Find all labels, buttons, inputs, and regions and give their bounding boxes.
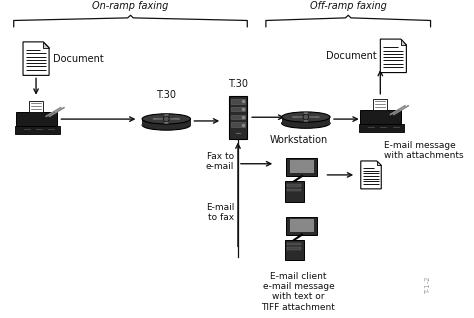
Bar bbox=[231, 107, 245, 111]
Polygon shape bbox=[401, 39, 406, 45]
Bar bbox=[231, 115, 245, 119]
Bar bbox=[286, 158, 317, 176]
Text: E-mail message
with attachments: E-mail message with attachments bbox=[384, 141, 464, 160]
Bar bbox=[286, 217, 317, 235]
Text: Fax to
e-mail: Fax to e-mail bbox=[206, 152, 234, 171]
Bar bbox=[231, 122, 245, 127]
Bar bbox=[287, 247, 301, 250]
Circle shape bbox=[164, 116, 169, 122]
Bar bbox=[287, 189, 301, 191]
Text: E-mail
to fax: E-mail to fax bbox=[206, 203, 234, 222]
Bar bbox=[16, 112, 56, 126]
Text: E-mail client
e-mail message
with text or
TIFF attachment: E-mail client e-mail message with text o… bbox=[262, 272, 336, 312]
Bar bbox=[231, 99, 245, 104]
Polygon shape bbox=[164, 114, 168, 119]
Bar bbox=[290, 218, 314, 232]
Text: On-ramp faxing: On-ramp faxing bbox=[92, 1, 169, 11]
Bar bbox=[373, 99, 387, 110]
Ellipse shape bbox=[142, 120, 191, 130]
Text: Workstation: Workstation bbox=[269, 135, 328, 145]
Polygon shape bbox=[43, 42, 49, 48]
Text: Off-ramp faxing: Off-ramp faxing bbox=[310, 1, 387, 11]
Polygon shape bbox=[306, 116, 319, 118]
Polygon shape bbox=[164, 119, 168, 123]
Text: T.30: T.30 bbox=[228, 79, 248, 89]
Text: T.30: T.30 bbox=[156, 91, 176, 100]
Bar bbox=[287, 243, 301, 245]
Bar bbox=[284, 181, 304, 202]
Polygon shape bbox=[23, 42, 49, 75]
Circle shape bbox=[303, 114, 309, 120]
Polygon shape bbox=[377, 161, 381, 165]
Ellipse shape bbox=[142, 114, 191, 124]
Bar bbox=[282, 116, 330, 124]
Polygon shape bbox=[361, 161, 381, 189]
Bar bbox=[359, 124, 404, 132]
Polygon shape bbox=[292, 116, 306, 118]
Text: Document: Document bbox=[53, 54, 103, 64]
Polygon shape bbox=[304, 117, 308, 122]
Ellipse shape bbox=[282, 118, 330, 128]
Bar bbox=[142, 118, 191, 126]
Bar bbox=[15, 126, 60, 134]
Bar bbox=[284, 240, 304, 260]
Polygon shape bbox=[153, 118, 166, 120]
Bar bbox=[287, 184, 301, 187]
Polygon shape bbox=[166, 118, 180, 120]
Bar bbox=[360, 110, 401, 124]
Ellipse shape bbox=[282, 112, 330, 122]
Text: T-1-2: T-1-2 bbox=[425, 276, 430, 294]
Bar bbox=[290, 160, 314, 173]
Text: Document: Document bbox=[326, 51, 377, 61]
Polygon shape bbox=[380, 39, 406, 73]
Bar bbox=[29, 101, 43, 112]
Polygon shape bbox=[304, 113, 308, 117]
Bar bbox=[228, 96, 247, 139]
